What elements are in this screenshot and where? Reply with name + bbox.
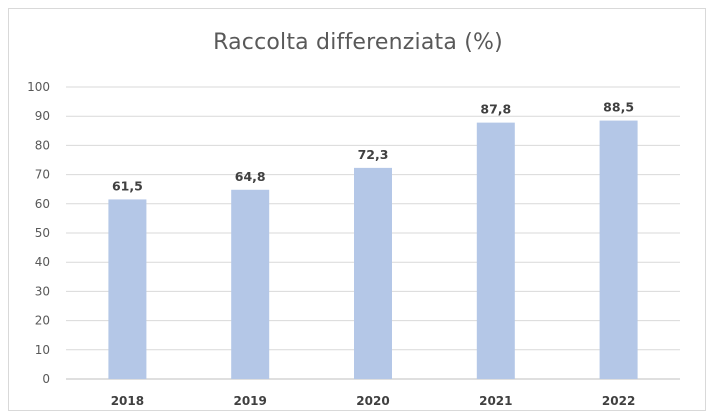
data-labels: 61,5 64,8 72,3 87,8 88,5 bbox=[112, 100, 634, 194]
y-tick-label: 100 bbox=[27, 80, 50, 94]
bar-2019 bbox=[231, 189, 270, 379]
y-axis-ticks: 0 10 20 30 40 50 60 70 80 90 100 bbox=[27, 80, 50, 386]
x-axis-ticks: 2018 2019 2020 2021 2022 bbox=[111, 394, 636, 408]
y-tick-label: 30 bbox=[35, 284, 50, 298]
y-tick-label: 70 bbox=[35, 168, 50, 182]
x-tick-label-2020: 2020 bbox=[356, 394, 389, 408]
y-tick-label: 10 bbox=[35, 343, 50, 357]
y-tick-label: 20 bbox=[35, 314, 50, 328]
data-label-2021: 87,8 bbox=[480, 102, 511, 117]
y-tick-label: 50 bbox=[35, 226, 50, 240]
data-label-2018: 61,5 bbox=[112, 178, 143, 193]
y-tick-label: 60 bbox=[35, 197, 50, 211]
x-tick-label-2022: 2022 bbox=[602, 394, 635, 408]
x-tick-label-2021: 2021 bbox=[479, 394, 512, 408]
data-label-2022: 88,5 bbox=[603, 100, 634, 115]
bar-2021 bbox=[476, 122, 515, 380]
bars bbox=[108, 120, 638, 380]
y-tick-label: 0 bbox=[42, 372, 50, 386]
chart-title: Raccolta differenziata (%) bbox=[213, 30, 503, 55]
x-tick-label-2019: 2019 bbox=[233, 394, 266, 408]
bar-2020 bbox=[354, 167, 392, 379]
y-tick-label: 80 bbox=[35, 138, 50, 152]
y-tick-label: 40 bbox=[35, 255, 50, 269]
data-label-2020: 72,3 bbox=[358, 147, 389, 162]
bar-2022 bbox=[599, 120, 638, 379]
x-tick-label-2018: 2018 bbox=[111, 394, 144, 408]
data-label-2019: 64,8 bbox=[235, 169, 266, 184]
bar-2018 bbox=[108, 199, 147, 379]
y-tick-label: 90 bbox=[35, 109, 50, 123]
